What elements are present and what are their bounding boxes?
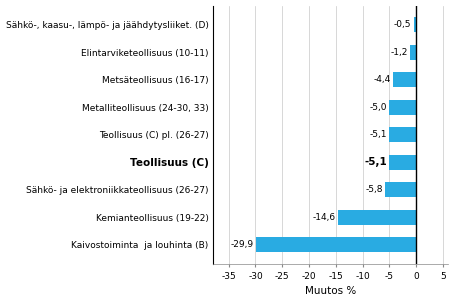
Text: -1,2: -1,2 [390, 48, 408, 57]
Text: -4,4: -4,4 [373, 76, 390, 84]
Text: -5,0: -5,0 [370, 103, 387, 112]
X-axis label: Muutos %: Muutos % [305, 286, 356, 297]
Bar [389, 127, 416, 143]
Bar [393, 72, 416, 88]
Bar [410, 45, 416, 60]
Bar [385, 182, 416, 198]
Bar [256, 237, 416, 252]
Text: -5,8: -5,8 [365, 185, 383, 194]
Bar [389, 155, 416, 170]
Text: -0,5: -0,5 [394, 20, 411, 29]
Text: -29,9: -29,9 [231, 240, 254, 249]
Text: -5,1: -5,1 [364, 157, 387, 167]
Text: -14,6: -14,6 [313, 213, 336, 222]
Bar [414, 17, 416, 32]
Text: -5,1: -5,1 [369, 130, 387, 140]
Bar [338, 210, 416, 225]
Bar [390, 100, 416, 115]
